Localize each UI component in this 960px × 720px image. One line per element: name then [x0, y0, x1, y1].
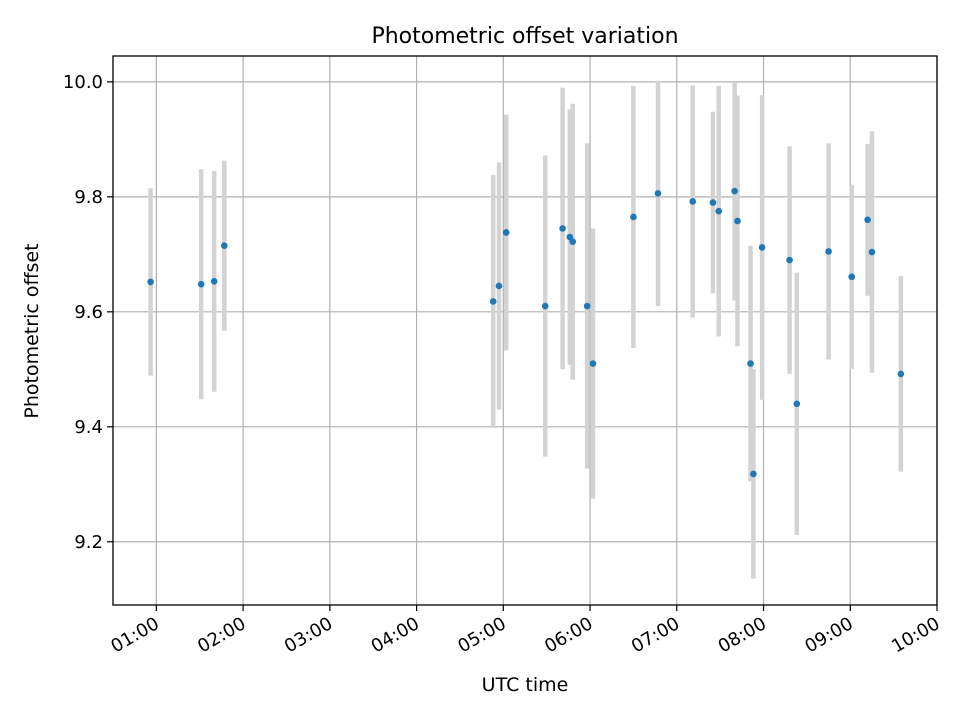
- plot-frame: [112, 55, 938, 606]
- data-point: [495, 282, 503, 290]
- data-point: [868, 248, 876, 256]
- x-tick-label: 05:00: [454, 613, 509, 657]
- data-point: [654, 190, 662, 197]
- data-point: [541, 302, 549, 310]
- x-tick-label: 08:00: [715, 613, 770, 657]
- x-tick-label: 03:00: [281, 613, 336, 657]
- data-point: [589, 360, 597, 367]
- data-point: [559, 225, 566, 232]
- x-tick-label: 02:00: [194, 613, 249, 657]
- data-point: [848, 273, 856, 281]
- data-point: [221, 242, 228, 250]
- x-tick-label: 10:00: [888, 613, 943, 657]
- grid: [113, 56, 938, 605]
- data-point: [709, 199, 717, 206]
- x-tick-label: 09:00: [801, 613, 856, 657]
- x-tick-label: 06:00: [541, 613, 596, 657]
- x-tick-label: 01:00: [107, 613, 162, 657]
- data-point: [793, 400, 801, 408]
- x-axis-label: UTC time: [482, 674, 569, 696]
- data-point: [689, 198, 696, 205]
- y-axis-label: Photometric offset: [21, 243, 43, 418]
- data-point: [630, 213, 637, 221]
- data-point: [569, 238, 577, 245]
- y-tick-label: 9.8: [74, 187, 103, 208]
- data-point: [864, 216, 871, 224]
- y-tick-label: 9.4: [74, 417, 103, 438]
- data-point: [786, 256, 793, 264]
- data-point: [583, 302, 591, 310]
- data-point: [731, 187, 738, 195]
- data-point: [210, 278, 218, 285]
- data-point: [734, 217, 741, 225]
- data-point: [758, 244, 766, 251]
- data-points: [147, 187, 905, 478]
- data-point: [197, 280, 205, 288]
- data-point: [489, 298, 497, 305]
- data-point: [747, 360, 754, 367]
- data-point: [502, 229, 510, 236]
- y-tick-label: 9.2: [74, 532, 103, 553]
- data-point: [715, 207, 723, 215]
- data-point: [825, 248, 832, 255]
- y-tick-label: 10.0: [63, 72, 103, 93]
- data-point: [147, 278, 154, 286]
- data-point: [897, 370, 905, 378]
- y-tick-label: 9.6: [74, 302, 103, 323]
- errorbars: [148, 80, 904, 579]
- data-point: [750, 470, 757, 478]
- chart-title: Photometric offset variation: [371, 24, 678, 49]
- x-tick-label: 07:00: [628, 613, 683, 657]
- x-tick-label: 04:00: [368, 613, 423, 657]
